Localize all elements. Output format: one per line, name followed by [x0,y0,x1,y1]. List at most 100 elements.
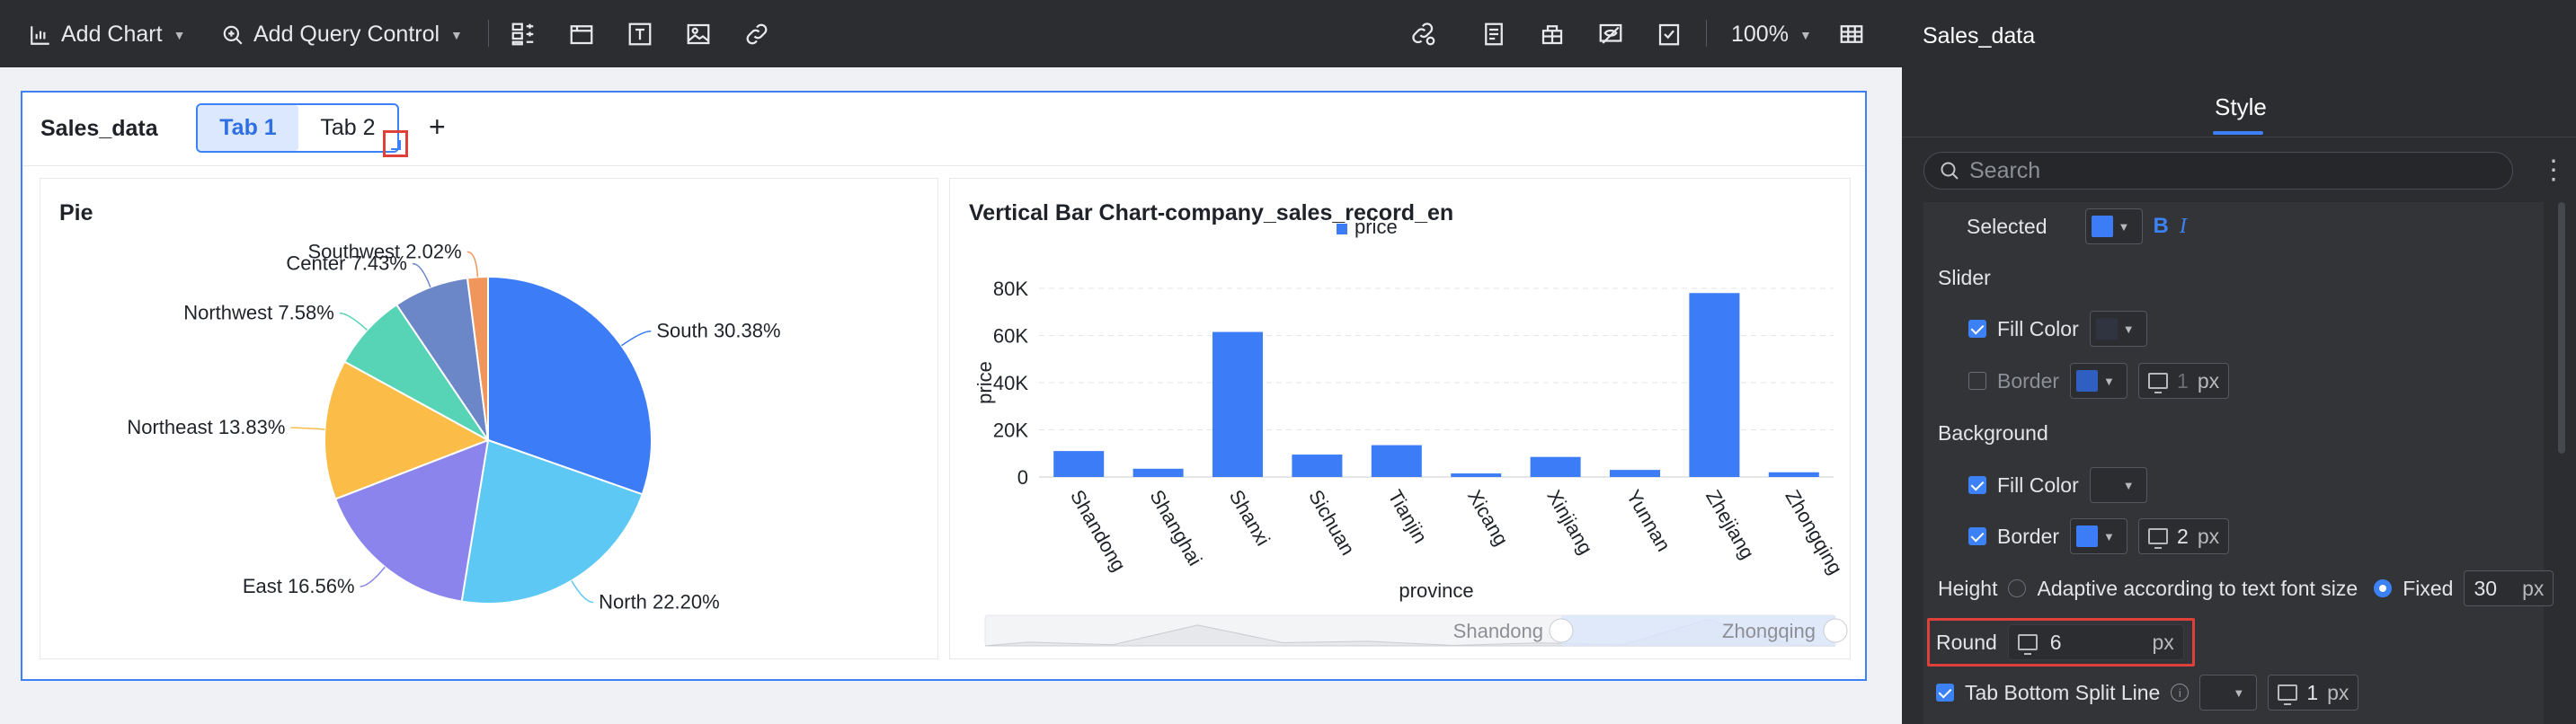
zoom-select[interactable]: 100% ▼ [1731,22,1812,48]
bar-shanghai[interactable] [1133,468,1184,477]
split-line-checkbox[interactable] [1936,684,1954,702]
split-line-color-picker[interactable]: ▼ [2199,675,2258,711]
slider-fill-label: Fill Color [1997,316,2079,340]
pie-chart-card[interactable]: Pie South 30.38% North 22.20% East 16.56% N… [40,178,938,659]
bg-border-row: Border ▼ 2 px [1968,518,2230,554]
pie-leader-line [339,312,368,331]
tab-container[interactable]: Sales_data Tab 1 Tab 2 + Pie South 30.38… [21,91,1867,681]
color-swatch [2095,318,2118,340]
x-tick-label: Tianjin [1383,486,1432,547]
bg-fill-color-picker[interactable]: ▼ [2089,467,2147,503]
add-chart-button[interactable]: Add Chart ▼ [29,22,185,48]
chevron-down-icon: ▼ [2122,322,2135,336]
scrollbar[interactable] [2558,202,2565,454]
split-line-width-input[interactable]: 1 px [2268,675,2359,711]
grid-icon[interactable] [1837,20,1866,49]
hide-icon[interactable] [1596,20,1625,49]
selected-color-picker[interactable]: ▼ [2084,208,2143,244]
pie-slice-south[interactable] [487,275,653,496]
bg-border-color-picker[interactable]: ▼ [2070,518,2128,554]
zoom-slider-end-handle[interactable] [1823,618,1848,643]
add-query-control-button[interactable]: Add Query Control ▼ [221,22,463,48]
height-adaptive-radio[interactable] [2008,579,2027,597]
round-input[interactable]: 6 px [2007,624,2184,660]
chevron-down-icon: ▼ [2118,219,2130,234]
tab-bar: Tab 1 Tab 2 [196,103,399,153]
slider-border-width-input[interactable]: 1 px [2138,363,2230,399]
x-tick-label: Zhejiang [1701,486,1759,563]
bar-xinjiang[interactable] [1530,456,1581,477]
height-input[interactable]: 30 px [2464,570,2554,606]
tab-container-header: Sales_data Tab 1 Tab 2 + [22,93,1865,166]
more-options-icon[interactable]: ⋮ [2540,155,2567,185]
slider-fill-checkbox[interactable] [1968,320,1986,338]
legend-label[interactable]: price [1355,216,1398,238]
zoom-slider-start-label: Shandong [1453,620,1543,642]
y-tick-label: 80K [993,278,1028,300]
split-line-label: Tab Bottom Split Line [1965,680,2161,704]
bg-fill-checkbox[interactable] [1968,476,1986,494]
pie-slice-north[interactable] [460,438,644,605]
pie-slice-east[interactable] [333,438,490,603]
height-label: Height [1938,576,1998,600]
bg-border-checkbox[interactable] [1968,527,1986,545]
unit-label: px [2327,680,2349,704]
bar-zhongqing[interactable] [1768,472,1819,477]
x-axis-label: province [1399,579,1473,602]
x-tick-label: Yunnan [1622,486,1675,555]
bar-shandong[interactable] [1053,451,1105,477]
check-icon[interactable] [1655,20,1683,49]
image-icon[interactable] [684,20,713,49]
pie-slice-northeast[interactable] [324,360,491,500]
info-icon[interactable]: i [2171,684,2190,702]
pie-slice-southwest[interactable] [466,275,489,441]
split-line-row: Tab Bottom Split Line i ▼ 1 px [1936,675,2359,711]
search-box[interactable] [1923,152,2513,190]
bar-chart-card[interactable]: Vertical Bar Chart-company_sales_record_… [949,178,1851,659]
background-section-title: Background [1938,421,2048,445]
color-swatch [2206,682,2228,703]
zoom-slider-start-handle[interactable] [1549,618,1574,643]
slider-border-checkbox[interactable] [1968,372,1986,390]
unit-label: px [2197,368,2220,393]
top-toolbar: Add Chart ▼ Add Query Control ▼ 100% ▼ [0,0,1902,67]
pie-label-southwest: Southwest 2.02% [307,240,461,262]
slider-border-color-picker[interactable]: ▼ [2070,363,2128,399]
slider-fill-color-picker[interactable]: ▼ [2089,311,2147,347]
bar-shanxi[interactable] [1212,331,1263,477]
bg-fill-label: Fill Color [1997,472,2079,497]
search-input[interactable] [1969,157,2473,184]
pie-label-north: North 22.20% [599,591,720,614]
tab-container-icon[interactable] [567,20,596,49]
add-tab-button[interactable]: + [429,110,446,143]
linkage-icon[interactable] [1409,20,1438,49]
bar-xicang[interactable] [1451,473,1502,477]
color-swatch [2091,216,2113,237]
tab-style[interactable]: Style [2215,93,2267,120]
pie-leader-line [360,566,386,587]
properties-panel: Sales_data Style ⋮ [1902,0,2576,724]
bg-border-width-input[interactable]: 2 px [2138,518,2230,554]
height-fixed-radio[interactable] [2374,579,2393,597]
component-icon[interactable] [1538,20,1567,49]
report-icon[interactable] [1479,20,1508,49]
tab-2[interactable]: Tab 2 [320,115,376,140]
layout-icon[interactable] [509,20,537,49]
height-adaptive-label: Adaptive according to text font size [2037,576,2358,600]
link-icon[interactable] [742,20,771,49]
round-row: Round 6 px [1936,624,2184,660]
bar-yunnan[interactable] [1610,470,1660,477]
round-label: Round [1936,630,1997,654]
bar-sichuan[interactable] [1292,455,1343,477]
italic-toggle[interactable]: I [2179,214,2187,238]
zoom-slider-selection[interactable] [1561,615,1835,646]
pie-leader-line [621,330,652,347]
selected-row: Selected ▼ B I [1967,208,2187,244]
bg-border-width-value: 2 [2177,524,2189,548]
resize-handle-highlight[interactable] [383,130,408,157]
bold-toggle[interactable]: B [2153,214,2169,238]
bar-zhejiang[interactable] [1689,293,1740,477]
text-icon[interactable] [626,20,654,49]
bar-tianjin[interactable] [1371,445,1422,477]
tab-1[interactable]: Tab 1 [198,105,298,151]
